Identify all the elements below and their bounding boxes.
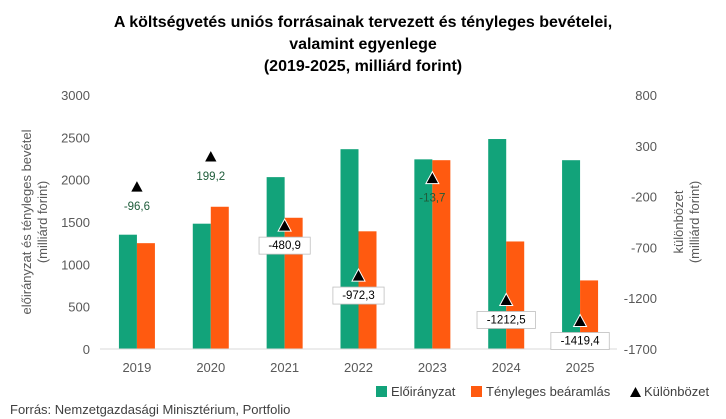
bar-eloiranyzat-2021 <box>266 177 285 349</box>
bar-eloiranyzat-2020 <box>192 223 211 349</box>
bar-tenyleges-2019 <box>136 243 155 349</box>
difference-marker-2024 <box>498 292 514 306</box>
bar-tenyleges-2023 <box>432 160 451 349</box>
chart-title-line-2: valamint egyenlege <box>289 36 437 53</box>
bar-eloiranyzat-2022 <box>340 149 359 349</box>
x-tick-label: 2024 <box>492 360 521 375</box>
x-tick-label: 2020 <box>196 360 225 375</box>
right-tick-label: -1700 <box>624 342 657 357</box>
difference-label-box-2024 <box>476 311 536 329</box>
bar-tenyleges-2024 <box>506 241 525 349</box>
left-tick-label: 2500 <box>61 130 90 145</box>
difference-marks: -96,6 199,2 -480,9 -972,3 -13,7 -1212,5 -1419,… <box>124 148 610 350</box>
chart-title-line-1: A költségvetés uniós forrásainak terveze… <box>114 14 612 31</box>
right-axis-label-line-2: (milliárd forint) <box>687 181 702 263</box>
left-axis-label-line-1: előirányzat és tényleges bevétel <box>19 129 34 314</box>
difference-label-2024: -1212,5 <box>487 314 526 326</box>
bar-eloiranyzat-2025 <box>562 160 581 349</box>
difference-marker-2023 <box>425 170 440 185</box>
left-tick-label: 0 <box>83 342 90 357</box>
legend-swatch-eloiranyzat <box>376 386 387 397</box>
left-tick-label: 1000 <box>61 257 90 272</box>
left-axis-ticks: 0 500 1000 1500 2000 2500 3000 <box>61 88 90 357</box>
x-tick-label: 2025 <box>566 360 595 375</box>
bar-tenyleges-2025 <box>580 280 599 349</box>
difference-label-2025: -1419,4 <box>561 335 601 347</box>
difference-marker-2020 <box>203 148 219 163</box>
legend-label-eloiranyzat: Előirányzat <box>391 384 456 399</box>
right-axis-ticks: -1700 -1200 -700 -200 300 800 <box>624 88 657 357</box>
difference-label-box-2021 <box>258 236 311 255</box>
x-tick-label: 2019 <box>122 360 151 375</box>
right-tick-label: -200 <box>631 190 657 205</box>
legend-swatch-tenyleges <box>471 386 482 397</box>
right-axis-label-line-1: különbözet <box>671 190 686 253</box>
difference-marker-2025 <box>572 313 588 327</box>
chart-title-line-3: (2019-2025, milliárd forint) <box>264 58 462 75</box>
bar-eloiranyzat-2019 <box>118 234 137 349</box>
difference-label-box-2022 <box>332 286 385 305</box>
right-tick-label: -1200 <box>624 291 657 306</box>
difference-label-2020: 199,2 <box>196 171 225 183</box>
difference-label-2021: -480,9 <box>268 240 301 252</box>
legend-label-kulonbozet: Különbözet <box>644 384 709 399</box>
difference-label-2022: -972,3 <box>342 290 375 302</box>
difference-label-2023: -13,7 <box>419 193 445 205</box>
right-tick-label: 800 <box>635 88 657 103</box>
x-tick-label: 2021 <box>270 360 299 375</box>
x-tick-label: 2022 <box>344 360 373 375</box>
difference-marker-2019 <box>129 179 145 193</box>
left-tick-label: 3000 <box>61 88 90 103</box>
right-tick-label: 300 <box>635 139 657 154</box>
x-axis-ticks: 2019 2020 2021 2022 2023 2024 2025 <box>122 360 594 375</box>
x-tick-label: 2023 <box>418 360 447 375</box>
legend-marker-kulonbozet <box>630 387 641 397</box>
left-axis-label-line-2: (milliárd forint) <box>35 181 50 263</box>
difference-label-2019: -96,6 <box>124 201 150 213</box>
difference-label-box-2025 <box>550 332 610 350</box>
legend: Előirányzat Tényleges beáramlás Különböz… <box>376 384 709 399</box>
left-tick-label: 500 <box>68 300 90 315</box>
bar-eloiranyzat-2024 <box>488 139 507 349</box>
difference-marker-2021 <box>277 218 292 232</box>
source-note: Forrás: Nemzetgazdasági Minisztérium, Po… <box>10 402 290 417</box>
right-tick-label: -700 <box>631 240 657 255</box>
bar-tenyleges-2020 <box>210 206 229 349</box>
left-tick-label: 1500 <box>61 215 90 230</box>
difference-marker-2022 <box>351 268 366 282</box>
legend-label-tenyleges: Tényleges beáramlás <box>486 384 611 399</box>
bar-eloiranyzat-2023 <box>414 159 433 349</box>
left-tick-label: 2000 <box>61 173 90 188</box>
